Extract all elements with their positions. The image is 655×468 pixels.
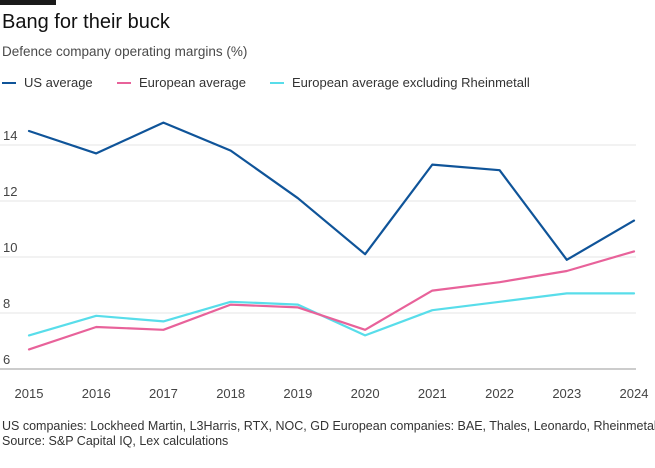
footnote: US companies: Lockheed Martin, L3Harris,…: [2, 419, 655, 449]
x-tick-label-2021: 2021: [418, 386, 447, 401]
legend-swatch-europe: [117, 81, 131, 84]
legend-label-europe: European average: [139, 75, 246, 90]
y-tick-label-6: 6: [3, 352, 10, 367]
footnote-source: Source: S&P Capital IQ, Lex calculations: [2, 434, 229, 448]
y-tick-label-8: 8: [3, 296, 10, 311]
x-tick-label-2015: 2015: [15, 386, 44, 401]
footnote-companies: US companies: Lockheed Martin, L3Harris,…: [2, 419, 655, 433]
x-tick-label-2016: 2016: [82, 386, 111, 401]
series-line-2: [27, 292, 636, 337]
x-tick-label-2017: 2017: [149, 386, 178, 401]
x-tick-label-2019: 2019: [283, 386, 312, 401]
legend-label-us: US average: [24, 75, 93, 90]
brand-bar: [0, 0, 56, 5]
chart-title: Bang for their buck: [2, 11, 170, 33]
legend-item-europe-ex: European average excluding Rheinmetall: [270, 75, 530, 90]
x-tick-label-2018: 2018: [216, 386, 245, 401]
y-tick-label-12: 12: [3, 184, 17, 199]
series-line-1: [27, 250, 636, 351]
chart-subtitle: Defence company operating margins (%): [2, 44, 248, 59]
x-tick-label-2023: 2023: [552, 386, 581, 401]
legend-swatch-us: [2, 81, 16, 84]
y-tick-label-10: 10: [3, 240, 17, 255]
y-tick-label-14: 14: [3, 128, 17, 143]
legend-swatch-europe-ex: [270, 81, 284, 84]
legend-label-europe-ex: European average excluding Rheinmetall: [292, 75, 530, 90]
x-tick-label-2022: 2022: [485, 386, 514, 401]
legend-item-us: US average: [2, 75, 93, 90]
x-tick-label-2020: 2020: [351, 386, 380, 401]
series-line-0: [27, 121, 636, 261]
x-tick-label-2024: 2024: [620, 386, 649, 401]
legend-item-europe: European average: [117, 75, 246, 90]
